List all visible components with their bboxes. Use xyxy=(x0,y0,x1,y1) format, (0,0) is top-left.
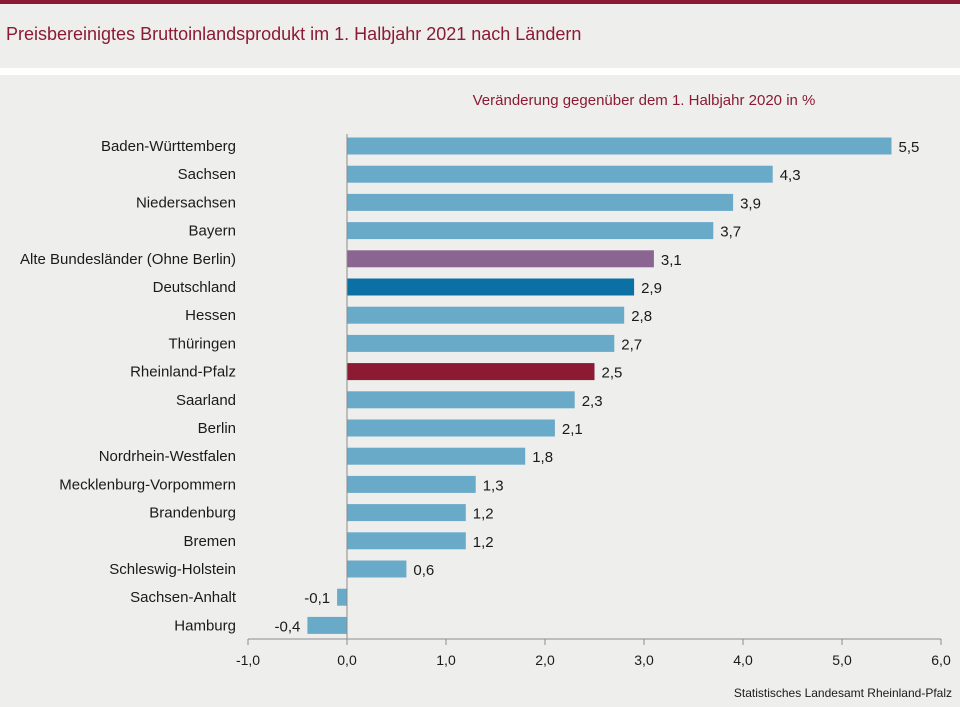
category-label-alte-bundeslaender-ohne-berlin: Alte Bundesländer (Ohne Berlin) xyxy=(20,251,236,268)
value-label-sachsen: 4,3 xyxy=(780,167,801,184)
bar-sachsen-anhalt xyxy=(337,588,347,606)
value-label-niedersachsen: 3,9 xyxy=(740,195,761,212)
x-tick-label: 2,0 xyxy=(535,652,555,668)
x-tick-label: -1,0 xyxy=(236,652,260,668)
value-label-baden-wuerttemberg: 5,5 xyxy=(899,139,920,156)
value-label-hamburg: -0,4 xyxy=(275,618,301,635)
value-label-rheinland-pfalz: 2,5 xyxy=(602,365,623,382)
bar-alte-bundeslaender-ohne-berlin xyxy=(347,250,654,268)
category-label-hamburg: Hamburg xyxy=(174,617,236,634)
bar-sachsen xyxy=(347,165,773,183)
value-label-berlin: 2,1 xyxy=(562,421,583,438)
category-label-sachsen-anhalt: Sachsen-Anhalt xyxy=(130,589,237,606)
category-label-niedersachsen: Niedersachsen xyxy=(136,194,236,211)
value-label-alte-bundeslaender-ohne-berlin: 3,1 xyxy=(661,252,682,269)
x-tick-label: 5,0 xyxy=(832,652,852,668)
category-label-thueringen: Thüringen xyxy=(168,335,236,352)
value-label-deutschland: 2,9 xyxy=(641,280,662,297)
category-label-sachsen: Sachsen xyxy=(178,166,236,183)
bar-hamburg xyxy=(307,616,347,634)
bar-rheinland-pfalz xyxy=(347,363,595,381)
value-label-schleswig-holstein: 0,6 xyxy=(413,562,434,579)
category-label-saarland: Saarland xyxy=(176,392,236,409)
x-tick-label: 3,0 xyxy=(634,652,654,668)
x-tick-label: 4,0 xyxy=(733,652,753,668)
value-label-bayern: 3,7 xyxy=(720,224,741,241)
value-label-hessen: 2,8 xyxy=(631,308,652,325)
value-label-sachsen-anhalt: -0,1 xyxy=(304,590,330,607)
chart-subtitle: Veränderung gegenüber dem 1. Halbjahr 20… xyxy=(472,92,816,109)
category-label-deutschland: Deutschland xyxy=(153,279,236,296)
category-label-bremen: Bremen xyxy=(183,533,236,550)
category-label-schleswig-holstein: Schleswig-Holstein xyxy=(109,561,236,578)
category-label-brandenburg: Brandenburg xyxy=(149,505,236,522)
value-label-bremen: 1,2 xyxy=(473,534,494,551)
bar-berlin xyxy=(347,419,555,437)
category-label-baden-wuerttemberg: Baden-Württemberg xyxy=(101,138,236,155)
bar-bremen xyxy=(347,532,466,550)
category-label-nordrhein-westfalen: Nordrhein-Westfalen xyxy=(99,448,236,465)
bar-baden-wuerttemberg xyxy=(347,137,892,155)
value-label-nordrhein-westfalen: 1,8 xyxy=(532,449,553,466)
bar-saarland xyxy=(347,391,575,409)
category-label-rheinland-pfalz: Rheinland-Pfalz xyxy=(130,364,236,381)
bar-bayern xyxy=(347,222,714,240)
top-accent-bar xyxy=(0,0,960,4)
bar-mecklenburg-vorpommern xyxy=(347,475,476,493)
bar-brandenburg xyxy=(347,504,466,522)
bar-niedersachsen xyxy=(347,193,734,211)
value-label-mecklenburg-vorpommern: 1,3 xyxy=(483,477,504,494)
bar-hessen xyxy=(347,306,625,324)
category-label-mecklenburg-vorpommern: Mecklenburg-Vorpommern xyxy=(59,476,236,493)
title-divider xyxy=(0,68,960,75)
bar-thueringen xyxy=(347,334,615,352)
bar-nordrhein-westfalen xyxy=(347,447,526,465)
bar-deutschland xyxy=(347,278,635,296)
x-tick-label: 0,0 xyxy=(337,652,357,668)
bar-schleswig-holstein xyxy=(347,560,407,578)
value-label-brandenburg: 1,2 xyxy=(473,506,494,523)
category-label-hessen: Hessen xyxy=(185,307,236,324)
x-tick-label: 6,0 xyxy=(931,652,951,668)
category-label-berlin: Berlin xyxy=(198,420,236,437)
value-label-saarland: 2,3 xyxy=(582,393,603,410)
source-note: Statistisches Landesamt Rheinland-Pfalz xyxy=(733,686,952,700)
value-label-thueringen: 2,7 xyxy=(621,336,642,353)
category-label-bayern: Bayern xyxy=(188,223,236,240)
x-tick-label: 1,0 xyxy=(436,652,456,668)
chart-title: Preisbereinigtes Bruttoinlandsprodukt im… xyxy=(6,24,582,44)
